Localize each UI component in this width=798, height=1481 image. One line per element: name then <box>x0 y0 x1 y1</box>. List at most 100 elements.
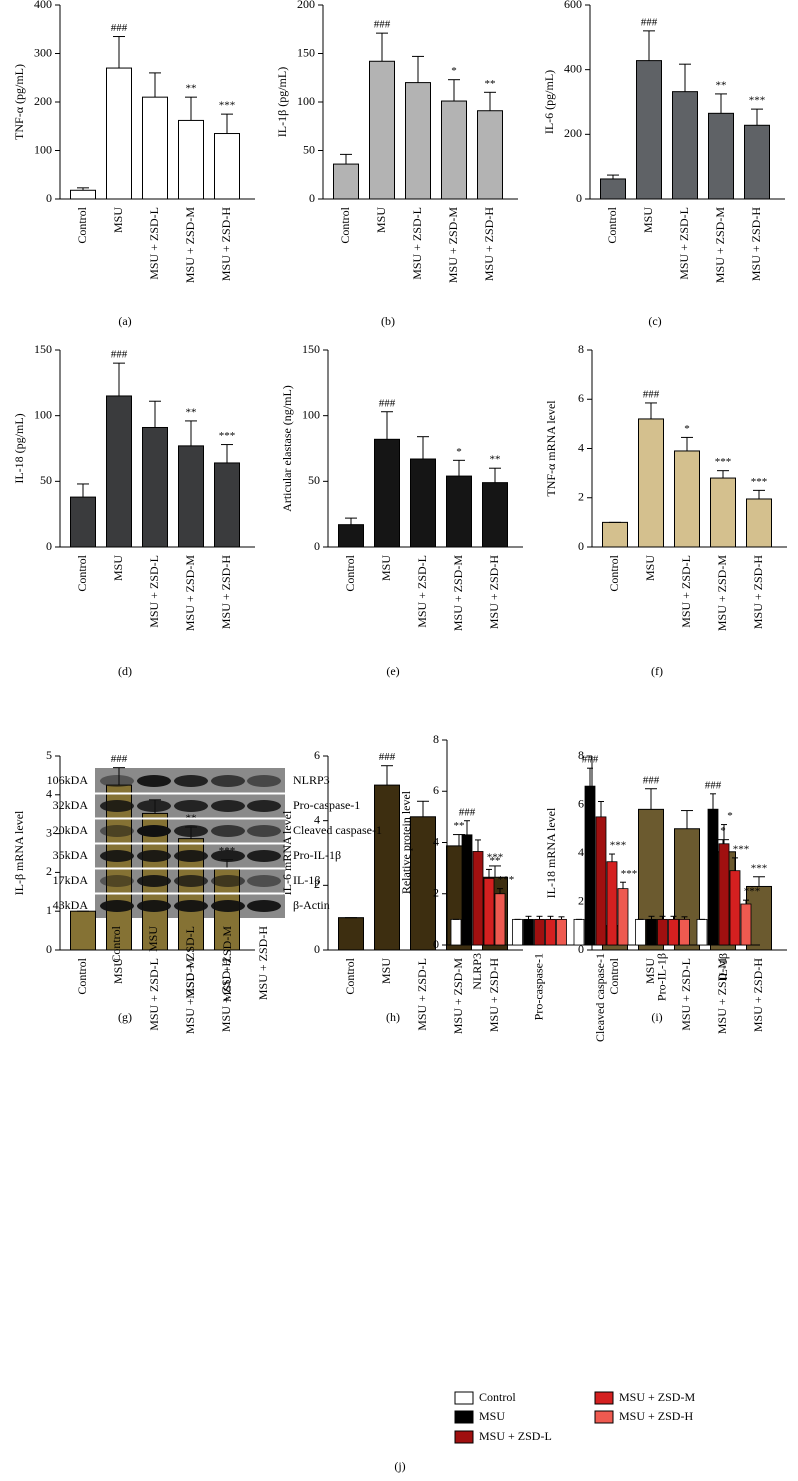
bar <box>482 482 508 548</box>
bar <box>523 918 534 946</box>
panel-label: (j) <box>394 1459 405 1473</box>
y-tick-label: 3 <box>46 825 52 839</box>
x-tick-label: MSU + ZSD-L <box>679 555 693 628</box>
significance: ** <box>485 78 496 90</box>
x-tick-label: MSU + ZSD-M <box>713 207 727 283</box>
kda-label: 43kDA <box>53 898 89 912</box>
significance: *** <box>219 430 236 442</box>
protein-label: IL-1β <box>293 873 320 887</box>
x-tick-label: MSU + ZSD-L <box>415 958 429 1031</box>
y-tick-label: 0 <box>46 191 52 205</box>
bar <box>710 477 736 548</box>
x-tick-label: MSU + ZSD-M <box>183 555 197 631</box>
bar <box>606 861 618 946</box>
y-tick-label: 0 <box>433 937 439 951</box>
x-tick-label: Control <box>607 957 621 994</box>
x-tick-label: MSU <box>379 555 393 581</box>
y-tick-label: 400 <box>564 61 582 75</box>
blot-band <box>211 800 245 812</box>
x-tick-label: MSU + ZSD-M <box>183 958 197 1034</box>
x-tick-label: MSU + ZSD-H <box>487 958 501 1032</box>
protein-label: Cleaved caspase-1 <box>293 823 382 837</box>
lane-label: MSU + ZSD-H <box>256 926 270 1000</box>
x-tick-label: MSU + ZSD-H <box>749 207 763 281</box>
x-tick-label: IL-1β <box>716 953 730 980</box>
significance: *** <box>219 100 236 112</box>
y-tick-label: 0 <box>576 191 582 205</box>
significance: ** <box>454 820 465 832</box>
blot-band <box>174 825 208 837</box>
x-tick-label: MSU + ZSD-L <box>147 207 161 280</box>
bar <box>483 877 495 946</box>
panel-label: (h) <box>386 1010 400 1024</box>
blot-band <box>137 800 171 812</box>
x-tick-label: Control <box>75 554 89 591</box>
x-tick-label: MSU + ZSD-H <box>487 555 501 629</box>
x-tick-label: Control <box>338 206 352 243</box>
bar <box>142 96 168 200</box>
lane-label: MSU <box>146 926 160 952</box>
x-tick-label: MSU <box>111 555 125 581</box>
significance: * <box>720 825 726 837</box>
significance: ** <box>186 83 197 95</box>
significance: ** <box>490 855 501 867</box>
x-tick-label: MSU + ZSD-M <box>446 207 460 283</box>
y-axis-label: TNF-α (pg/mL) <box>12 64 26 140</box>
bar <box>338 917 364 951</box>
y-tick-label: 50 <box>303 142 315 156</box>
bar <box>534 918 545 946</box>
bar <box>657 918 668 946</box>
significance: ### <box>379 751 396 763</box>
y-tick-label: 200 <box>564 126 582 140</box>
y-tick-label: 2 <box>46 864 52 878</box>
y-tick-label: 300 <box>34 45 52 59</box>
y-tick-label: 150 <box>34 342 52 356</box>
significance: *** <box>610 840 627 852</box>
panel-label: (d) <box>118 664 132 678</box>
lane-label: MSU + ZSD-L <box>183 926 197 999</box>
significance: * <box>684 423 690 435</box>
bar <box>70 189 96 200</box>
x-tick-label: MSU <box>111 207 125 233</box>
x-tick-label: MSU + ZSD-L <box>677 207 691 280</box>
bar <box>674 450 700 548</box>
legend-swatch <box>594 1391 614 1405</box>
bar <box>70 496 96 548</box>
significance: *** <box>715 456 732 468</box>
significance: * <box>456 446 462 458</box>
bar <box>573 918 585 946</box>
x-tick-label: MSU + ZSD-L <box>679 958 693 1031</box>
bar <box>106 395 132 548</box>
y-tick-label: 0 <box>309 191 315 205</box>
bar <box>707 808 719 946</box>
blot-band <box>247 850 281 862</box>
bar <box>635 918 646 946</box>
bar <box>746 498 772 548</box>
x-tick-label: MSU + ZSD-H <box>219 958 233 1032</box>
y-tick-label: 4 <box>433 834 439 848</box>
kda-label: 32kDA <box>53 798 89 812</box>
bar <box>338 524 364 548</box>
legend-label: MSU + ZSD-L <box>479 1429 552 1443</box>
bar <box>472 851 484 946</box>
x-tick-label: NLRP3 <box>470 953 484 990</box>
y-tick-label: 200 <box>34 94 52 108</box>
significance: ### <box>705 779 722 791</box>
panel-label: (i) <box>651 1010 662 1024</box>
significance: ### <box>643 388 660 400</box>
y-tick-label: 400 <box>34 0 52 11</box>
kda-label: 106kDA <box>47 773 89 787</box>
bar <box>512 918 523 946</box>
bar <box>410 816 436 951</box>
x-tick-label: MSU + ZSD-H <box>751 555 765 629</box>
panel-label: (g) <box>118 1010 132 1024</box>
bar <box>369 60 395 200</box>
y-axis-label: TNF-α mRNA level <box>544 400 558 497</box>
y-tick-label: 100 <box>34 142 52 156</box>
y-tick-label: 0 <box>314 942 320 956</box>
significance: *** <box>733 843 750 855</box>
y-tick-label: 0 <box>578 942 584 956</box>
blot-band <box>137 825 171 837</box>
blot-band <box>174 875 208 887</box>
blot-band <box>174 900 208 912</box>
